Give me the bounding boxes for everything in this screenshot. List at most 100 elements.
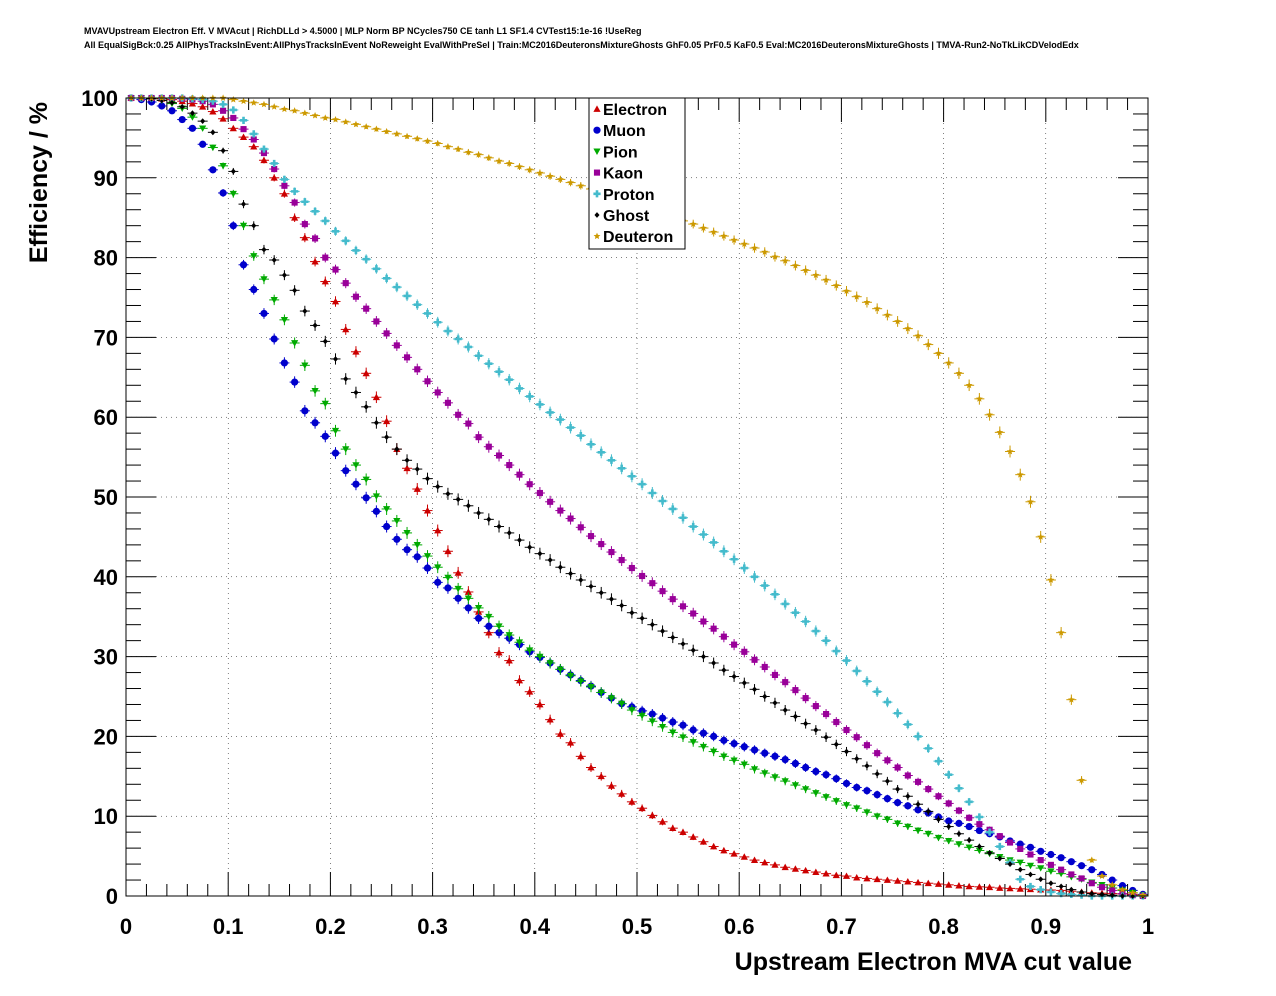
data-point [312, 235, 319, 242]
legend-label: Proton [603, 187, 655, 204]
data-point [260, 100, 268, 108]
data-point [914, 778, 922, 785]
data-point [720, 846, 728, 854]
data-point [495, 629, 503, 637]
data-point [566, 423, 575, 432]
data-point [750, 746, 759, 754]
data-point [874, 771, 880, 777]
data-point [863, 677, 871, 685]
data-point [301, 109, 309, 117]
data-point [250, 130, 258, 138]
data-point [628, 707, 636, 714]
data-point [311, 111, 319, 119]
data-point [322, 254, 329, 261]
data-point [199, 125, 207, 132]
data-point [280, 316, 289, 324]
data-point [771, 861, 779, 868]
data-point [812, 627, 820, 635]
data-point [1037, 847, 1045, 855]
data-point [250, 285, 258, 294]
data-point [444, 584, 452, 592]
data-point [629, 609, 635, 616]
data-point [1047, 888, 1055, 896]
data-point [884, 778, 890, 784]
data-point [924, 830, 932, 838]
data-point [883, 698, 891, 706]
data-point [813, 727, 819, 733]
data-point [1078, 875, 1085, 882]
data-point [403, 292, 411, 300]
data-point [465, 420, 472, 427]
data-point [690, 647, 696, 654]
data-point [854, 755, 860, 762]
data-point [873, 791, 881, 799]
data-point [393, 518, 401, 525]
series-ghost [126, 95, 1148, 899]
data-point [679, 603, 687, 610]
data-point [547, 557, 553, 563]
data-point [720, 736, 728, 744]
y-tick-label: 40 [94, 565, 118, 590]
data-point [362, 494, 370, 502]
data-point [220, 107, 227, 114]
data-point [965, 381, 973, 389]
axis-ticks [125, 97, 1149, 897]
data-point [188, 124, 197, 132]
data-point [475, 151, 483, 158]
data-point [536, 400, 544, 409]
data-point [761, 248, 769, 255]
data-point [1047, 576, 1055, 583]
data-point [1026, 843, 1035, 851]
data-point [740, 743, 748, 751]
data-point [660, 628, 666, 634]
data-point [413, 542, 421, 549]
data-point [373, 318, 380, 325]
data-point [526, 481, 533, 488]
data-point [996, 428, 1004, 436]
data-point [495, 368, 503, 376]
data-point [505, 632, 513, 639]
data-point [547, 498, 554, 505]
data-point [321, 217, 329, 225]
data-point [873, 688, 881, 696]
data-point [1067, 696, 1075, 703]
data-point [474, 352, 483, 360]
data-point [1016, 471, 1024, 478]
data-point [445, 490, 451, 497]
y-tick-label: 100 [81, 86, 118, 111]
legend-item-ghost: Ghost [594, 208, 650, 225]
data-point [925, 808, 931, 815]
legend-item-kaon: Kaon [593, 166, 643, 183]
data-point [904, 802, 912, 810]
data-point [914, 878, 922, 886]
data-point [955, 369, 963, 377]
data-point [730, 757, 738, 764]
data-point [352, 293, 360, 300]
data-point [792, 687, 799, 694]
data-point [239, 261, 248, 269]
data-point [566, 739, 575, 746]
data-point [464, 148, 472, 156]
legend-label: Muon [603, 123, 646, 140]
data-point [925, 786, 932, 793]
data-point [342, 237, 350, 245]
data-point [730, 850, 738, 857]
data-point [771, 253, 779, 260]
data-point [179, 103, 185, 110]
data-point [618, 464, 626, 472]
data-point [987, 850, 993, 856]
data-point [383, 506, 391, 513]
data-point [812, 790, 820, 797]
data-point [853, 734, 860, 741]
data-point [710, 732, 718, 741]
data-point [894, 764, 901, 771]
data-point [628, 472, 636, 480]
data-point [280, 190, 289, 197]
data-point [842, 872, 851, 879]
data-point [363, 403, 369, 410]
data-point [444, 547, 452, 555]
data-point [853, 874, 861, 881]
data-point [740, 240, 748, 247]
data-point [474, 605, 483, 612]
legend-marker [593, 232, 601, 240]
